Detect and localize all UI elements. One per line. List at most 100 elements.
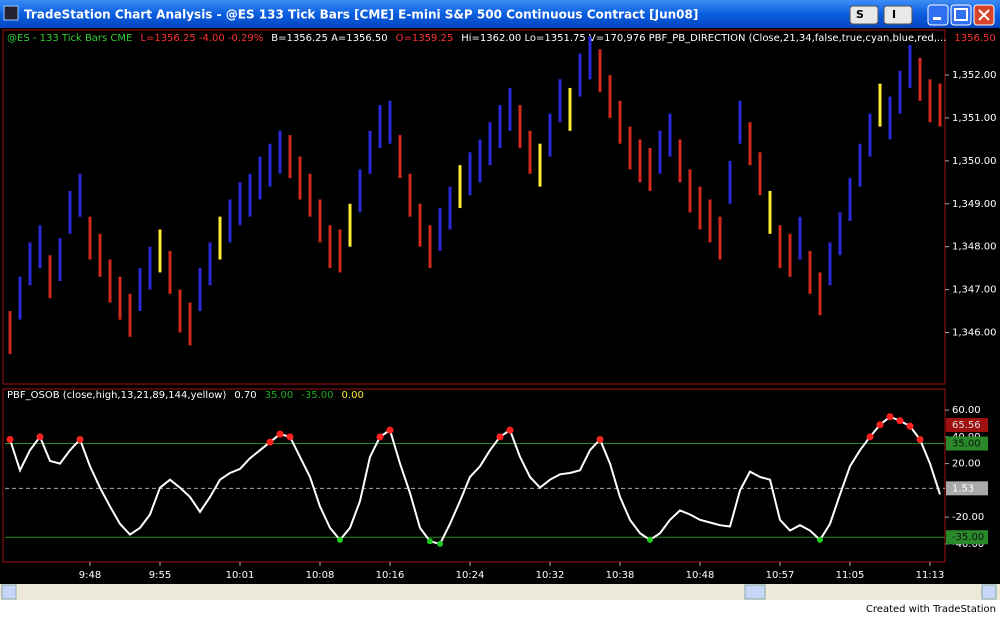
y-tick-label: 1,352.00 <box>952 70 997 81</box>
price-bar <box>548 113 552 157</box>
price-bar <box>798 216 802 260</box>
x-tick-label: 10:48 <box>686 570 715 581</box>
overbought-dot <box>286 433 294 441</box>
price-bar <box>158 229 162 273</box>
price-bar <box>778 225 782 269</box>
price-bar <box>478 139 482 183</box>
price-bar <box>588 36 592 80</box>
price-bar <box>58 238 62 282</box>
price-bar <box>748 122 752 166</box>
minimize-button[interactable] <box>927 4 949 26</box>
window-title: TradeStation Chart Analysis - @ES 133 Ti… <box>24 8 698 22</box>
price-bar <box>698 186 702 230</box>
price-bar <box>18 276 22 320</box>
oversold-dot <box>437 540 443 547</box>
title-bar <box>0 0 1000 28</box>
last-box-label: 65.56 <box>952 420 981 431</box>
price-bar <box>638 139 642 183</box>
overbought-dot <box>496 433 504 441</box>
price-bar <box>408 173 412 217</box>
maximize-icon <box>954 8 968 21</box>
price-bar <box>188 302 192 346</box>
price-bar <box>648 148 652 191</box>
price-bar <box>668 113 672 157</box>
price-bar <box>728 160 732 204</box>
overbought-dot <box>386 426 394 434</box>
price-bar <box>338 229 342 273</box>
price-bar <box>148 246 152 290</box>
s-button[interactable] <box>849 5 879 25</box>
price-bar <box>508 87 512 131</box>
legend-text: B=1356.25 A=1356.50 <box>271 33 387 44</box>
overbought-dot <box>866 433 874 441</box>
price-bar <box>528 130 532 174</box>
price-bar <box>598 49 602 93</box>
price-bar <box>678 139 682 183</box>
price-bar <box>108 259 112 303</box>
overbought-dot <box>596 435 604 443</box>
price-bar <box>658 130 662 174</box>
oversold-dot <box>427 538 433 545</box>
legend-text: -35.00 <box>301 390 333 401</box>
price-bar <box>848 178 852 221</box>
price-bar <box>758 152 762 196</box>
price-bar <box>418 203 422 247</box>
y-tick-label: 60.00 <box>952 405 981 416</box>
oversold-dot <box>817 536 823 543</box>
close-icon <box>978 9 990 21</box>
oversold-dot <box>647 536 653 543</box>
price-bar <box>128 293 132 337</box>
scrollbar[interactable] <box>0 584 1000 600</box>
status-text: Created with TradeStation <box>866 604 996 615</box>
price-bar <box>518 105 522 148</box>
price-bar <box>608 75 612 118</box>
price-bar <box>388 100 392 144</box>
level-label: 1.53 <box>952 483 974 494</box>
price-bar <box>398 135 402 179</box>
scroll-left[interactable] <box>1 584 17 600</box>
price-bar <box>688 169 692 213</box>
price-bar <box>258 156 262 200</box>
toolbar-buttons: S I <box>849 4 995 26</box>
price-bar <box>138 268 142 312</box>
legend-text: Hi=1362.00 Lo=1351.75 V=170,976 PBF_PB_D… <box>461 33 946 44</box>
osc-line <box>9 415 941 546</box>
price-bar <box>88 216 92 260</box>
price-bar <box>898 70 902 114</box>
y-tick-label: 1,348.00 <box>952 242 997 253</box>
price-bar <box>618 100 622 144</box>
price-bar <box>498 105 502 148</box>
price-bar <box>168 250 172 294</box>
price-bar <box>768 190 772 234</box>
price-bar <box>918 57 922 101</box>
level-label: 35.00 <box>952 439 981 450</box>
oversold-dot <box>337 536 343 543</box>
price-bar <box>28 242 32 286</box>
price-bar <box>818 272 822 316</box>
y-tick-label: -20.00 <box>952 512 984 523</box>
price-bar <box>178 289 182 333</box>
level-box <box>946 436 988 451</box>
price-bar <box>708 199 712 243</box>
price-bar <box>98 233 102 277</box>
overbought-dot <box>276 430 284 438</box>
i-button[interactable] <box>883 5 913 25</box>
price-bar <box>568 87 572 131</box>
overbought-dot <box>886 413 894 421</box>
price-bar <box>938 83 942 127</box>
legend-text: @ES - 133 Tick Bars CME <box>7 33 132 44</box>
price-bar <box>488 122 492 166</box>
scroll-right[interactable] <box>981 584 997 600</box>
price-bar <box>888 96 892 140</box>
last-box <box>946 418 988 432</box>
price-bar <box>718 216 722 260</box>
price-bar <box>298 156 302 200</box>
overbought-dot <box>906 422 914 430</box>
price-bar <box>538 143 542 187</box>
price-bar <box>788 233 792 277</box>
scroll-thumb[interactable] <box>744 584 766 600</box>
legend-text: 0.70 <box>234 390 256 401</box>
price-bar <box>318 199 322 243</box>
price-bar <box>78 173 82 217</box>
